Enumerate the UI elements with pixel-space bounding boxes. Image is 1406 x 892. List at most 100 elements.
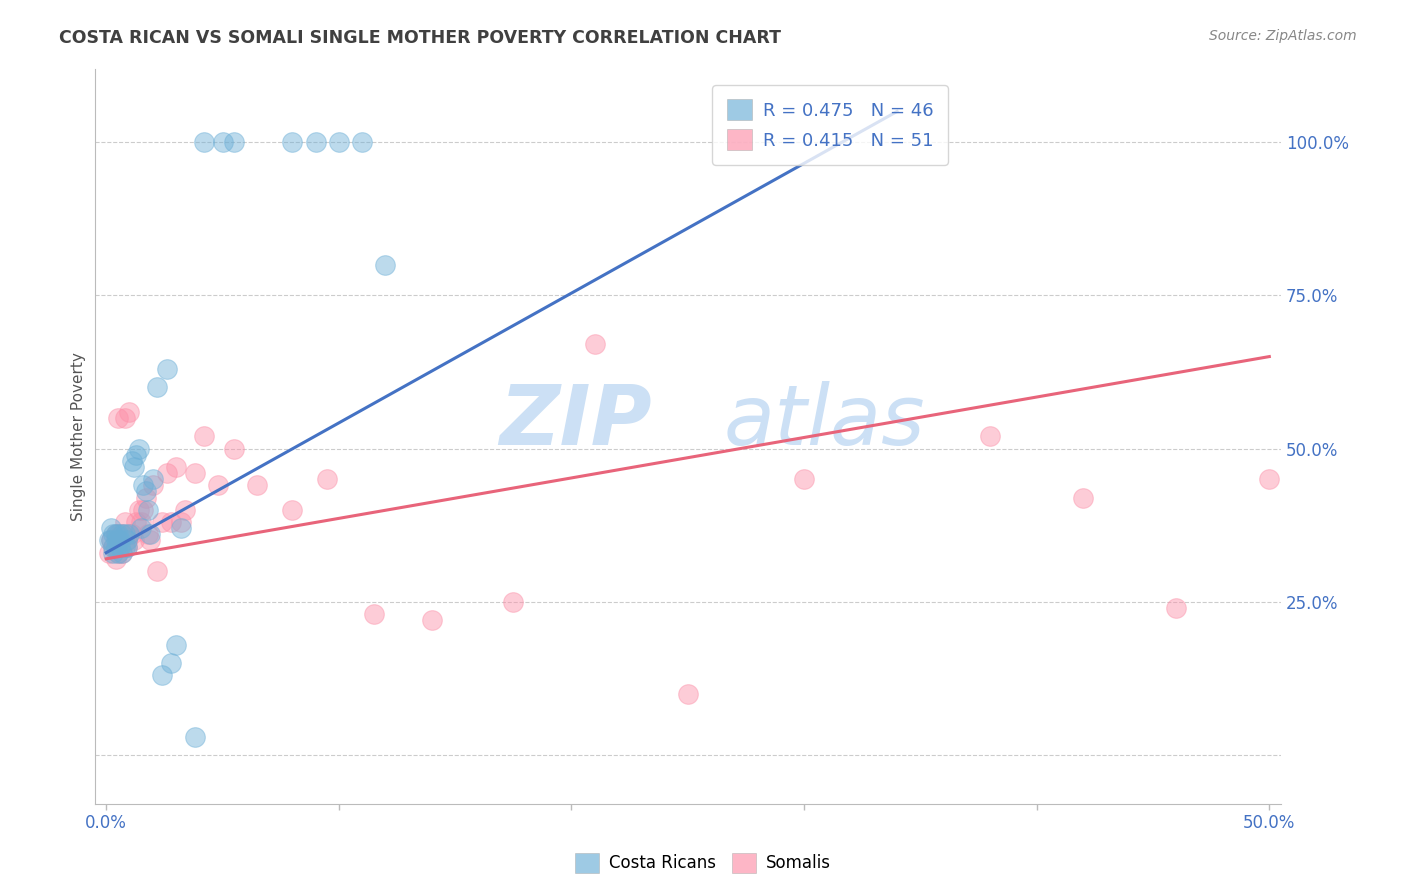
Point xyxy=(1258,472,1281,486)
Point xyxy=(136,503,159,517)
Point xyxy=(142,478,165,492)
Text: COSTA RICAN VS SOMALI SINGLE MOTHER POVERTY CORRELATION CHART: COSTA RICAN VS SOMALI SINGLE MOTHER POVE… xyxy=(59,29,782,46)
Point xyxy=(183,730,205,744)
Point xyxy=(111,527,134,541)
Point xyxy=(150,668,173,682)
Point xyxy=(115,533,138,548)
Point xyxy=(165,638,187,652)
Point xyxy=(676,687,699,701)
Point xyxy=(211,135,233,149)
Point xyxy=(115,533,138,548)
Point xyxy=(100,533,122,548)
Point xyxy=(103,546,125,560)
Point xyxy=(108,527,131,541)
Point xyxy=(129,521,152,535)
Point xyxy=(122,533,145,548)
Point xyxy=(583,337,606,351)
Point xyxy=(146,564,169,578)
Point xyxy=(114,527,136,541)
Point xyxy=(304,135,326,149)
Point xyxy=(165,459,187,474)
Point xyxy=(103,527,125,541)
Point xyxy=(374,258,396,272)
Point xyxy=(97,546,120,560)
Point xyxy=(107,527,129,541)
Point xyxy=(502,595,524,609)
Point xyxy=(169,521,191,535)
Point xyxy=(125,515,148,529)
Point xyxy=(118,527,141,541)
Point xyxy=(328,135,350,149)
Point xyxy=(135,484,157,499)
Point xyxy=(115,540,138,554)
Text: atlas: atlas xyxy=(723,381,925,462)
Point xyxy=(118,405,141,419)
Point xyxy=(125,448,148,462)
Legend: Costa Ricans, Somalis: Costa Ricans, Somalis xyxy=(568,847,838,880)
Point xyxy=(111,546,134,560)
Point xyxy=(146,380,169,394)
Point xyxy=(128,503,150,517)
Point xyxy=(107,546,129,560)
Point xyxy=(139,527,162,541)
Point xyxy=(183,466,205,480)
Point xyxy=(150,515,173,529)
Point xyxy=(1071,491,1094,505)
Point xyxy=(1166,600,1188,615)
Point xyxy=(316,472,339,486)
Point xyxy=(135,491,157,505)
Point xyxy=(132,478,155,492)
Point xyxy=(193,429,215,443)
Point xyxy=(136,527,159,541)
Point xyxy=(108,533,131,548)
Point xyxy=(107,410,129,425)
Point xyxy=(111,527,134,541)
Text: Source: ZipAtlas.com: Source: ZipAtlas.com xyxy=(1209,29,1357,43)
Point xyxy=(121,527,143,541)
Point xyxy=(156,361,179,376)
Point xyxy=(114,410,136,425)
Y-axis label: Single Mother Poverty: Single Mother Poverty xyxy=(72,351,86,521)
Point xyxy=(108,540,131,554)
Point xyxy=(114,540,136,554)
Point xyxy=(129,515,152,529)
Point xyxy=(100,521,122,535)
Point xyxy=(246,478,269,492)
Point xyxy=(352,135,374,149)
Point xyxy=(104,527,127,541)
Point xyxy=(104,551,127,566)
Point xyxy=(132,503,155,517)
Text: ZIP: ZIP xyxy=(499,381,652,462)
Point xyxy=(114,515,136,529)
Point xyxy=(281,503,304,517)
Point xyxy=(104,527,127,541)
Point xyxy=(160,656,183,670)
Point xyxy=(169,515,191,529)
Point xyxy=(97,533,120,548)
Point xyxy=(103,540,125,554)
Point xyxy=(107,546,129,560)
Point xyxy=(207,478,229,492)
Point xyxy=(100,533,122,548)
Point xyxy=(104,540,127,554)
Point xyxy=(104,533,127,548)
Legend: R = 0.475   N = 46, R = 0.415   N = 51: R = 0.475 N = 46, R = 0.415 N = 51 xyxy=(713,85,948,164)
Point xyxy=(160,515,183,529)
Point xyxy=(174,503,197,517)
Point xyxy=(115,540,138,554)
Point xyxy=(121,454,143,468)
Point xyxy=(128,442,150,456)
Point xyxy=(420,613,443,627)
Point xyxy=(142,472,165,486)
Point xyxy=(103,540,125,554)
Point xyxy=(156,466,179,480)
Point xyxy=(118,527,141,541)
Point xyxy=(111,546,134,560)
Point xyxy=(122,459,145,474)
Point xyxy=(107,533,129,548)
Point xyxy=(108,540,131,554)
Point xyxy=(224,135,246,149)
Point xyxy=(139,533,162,548)
Point xyxy=(793,472,815,486)
Point xyxy=(979,429,1001,443)
